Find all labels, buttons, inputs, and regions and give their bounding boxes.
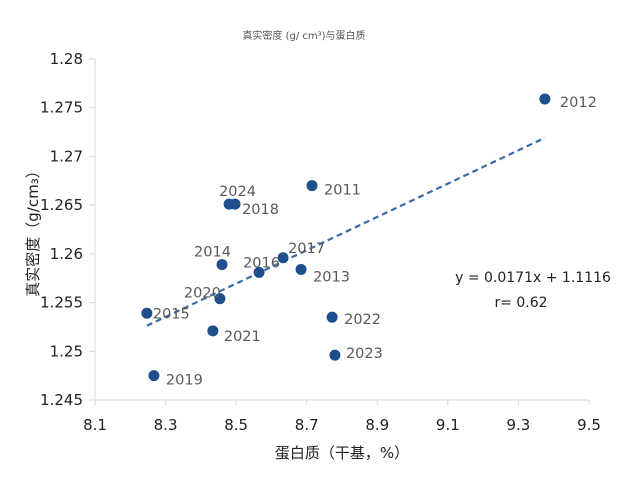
x-axis-title: 蛋白质（干基，%）	[275, 444, 409, 462]
point-label: 2011	[324, 183, 361, 199]
trendline-group	[146, 136, 546, 327]
y-tick-label: 1.245	[40, 391, 83, 409]
data-point	[148, 370, 160, 382]
data-point	[295, 263, 307, 275]
x-tick-label: 8.5	[224, 416, 248, 434]
x-tick-label: 9.3	[506, 416, 530, 434]
data-point	[207, 325, 219, 337]
point-label: 2024	[219, 184, 256, 200]
data-point	[253, 266, 265, 278]
x-tick-label: 8.1	[83, 416, 107, 434]
point-labels-group: 2012 2011 2024 2018 2014 2016 2017 2013 2020 2015…	[153, 95, 597, 389]
y-axis-title: 真实密度（g/cm₃）	[24, 163, 42, 296]
point-label: 2021	[224, 329, 261, 345]
x-tick-label: 8.9	[365, 416, 389, 434]
data-point	[277, 252, 289, 264]
data-point	[216, 259, 228, 271]
point-label: 2016	[243, 255, 280, 271]
point-label: 2020	[184, 286, 221, 302]
trendline	[146, 136, 546, 327]
point-label: 2012	[560, 95, 597, 111]
chart-title: 真实密度 (g/ cm³)与蛋白质	[242, 29, 365, 42]
trendline-equation: y = 0.0171x + 1.1116	[455, 270, 611, 286]
point-label: 2019	[166, 373, 203, 389]
correlation-label: r= 0.62	[494, 295, 547, 311]
x-tick-label: 8.3	[154, 416, 178, 434]
data-point	[306, 180, 318, 192]
axes: 1.245 1.25 1.255 1.26 1.265 1.27 1.275 1.28 8.1 8…	[40, 50, 601, 434]
y-tick-label: 1.28	[50, 50, 83, 68]
point-label: 2023	[346, 346, 383, 362]
x-tick-label: 9.5	[577, 416, 601, 434]
data-point	[539, 93, 551, 105]
data-point	[229, 198, 241, 210]
data-point	[329, 349, 341, 361]
data-point	[326, 311, 338, 323]
y-tick-label: 1.25	[50, 342, 83, 360]
point-label: 2014	[194, 245, 231, 261]
y-tick-label: 1.26	[50, 245, 83, 263]
y-tick-label: 1.265	[40, 196, 83, 214]
point-label: 2015	[153, 306, 190, 322]
y-tick-label: 1.275	[40, 99, 83, 117]
data-point	[214, 293, 226, 305]
data-point	[141, 307, 153, 319]
point-label: 2022	[344, 312, 381, 328]
x-tick-label: 8.7	[295, 416, 319, 434]
y-tick-label: 1.27	[50, 147, 83, 165]
points-group	[141, 93, 551, 382]
point-label: 2017	[288, 241, 325, 257]
y-tick-label: 1.255	[40, 294, 83, 312]
x-tick-label: 9.1	[436, 416, 460, 434]
point-label: 2018	[242, 202, 279, 218]
point-label: 2013	[313, 269, 350, 285]
